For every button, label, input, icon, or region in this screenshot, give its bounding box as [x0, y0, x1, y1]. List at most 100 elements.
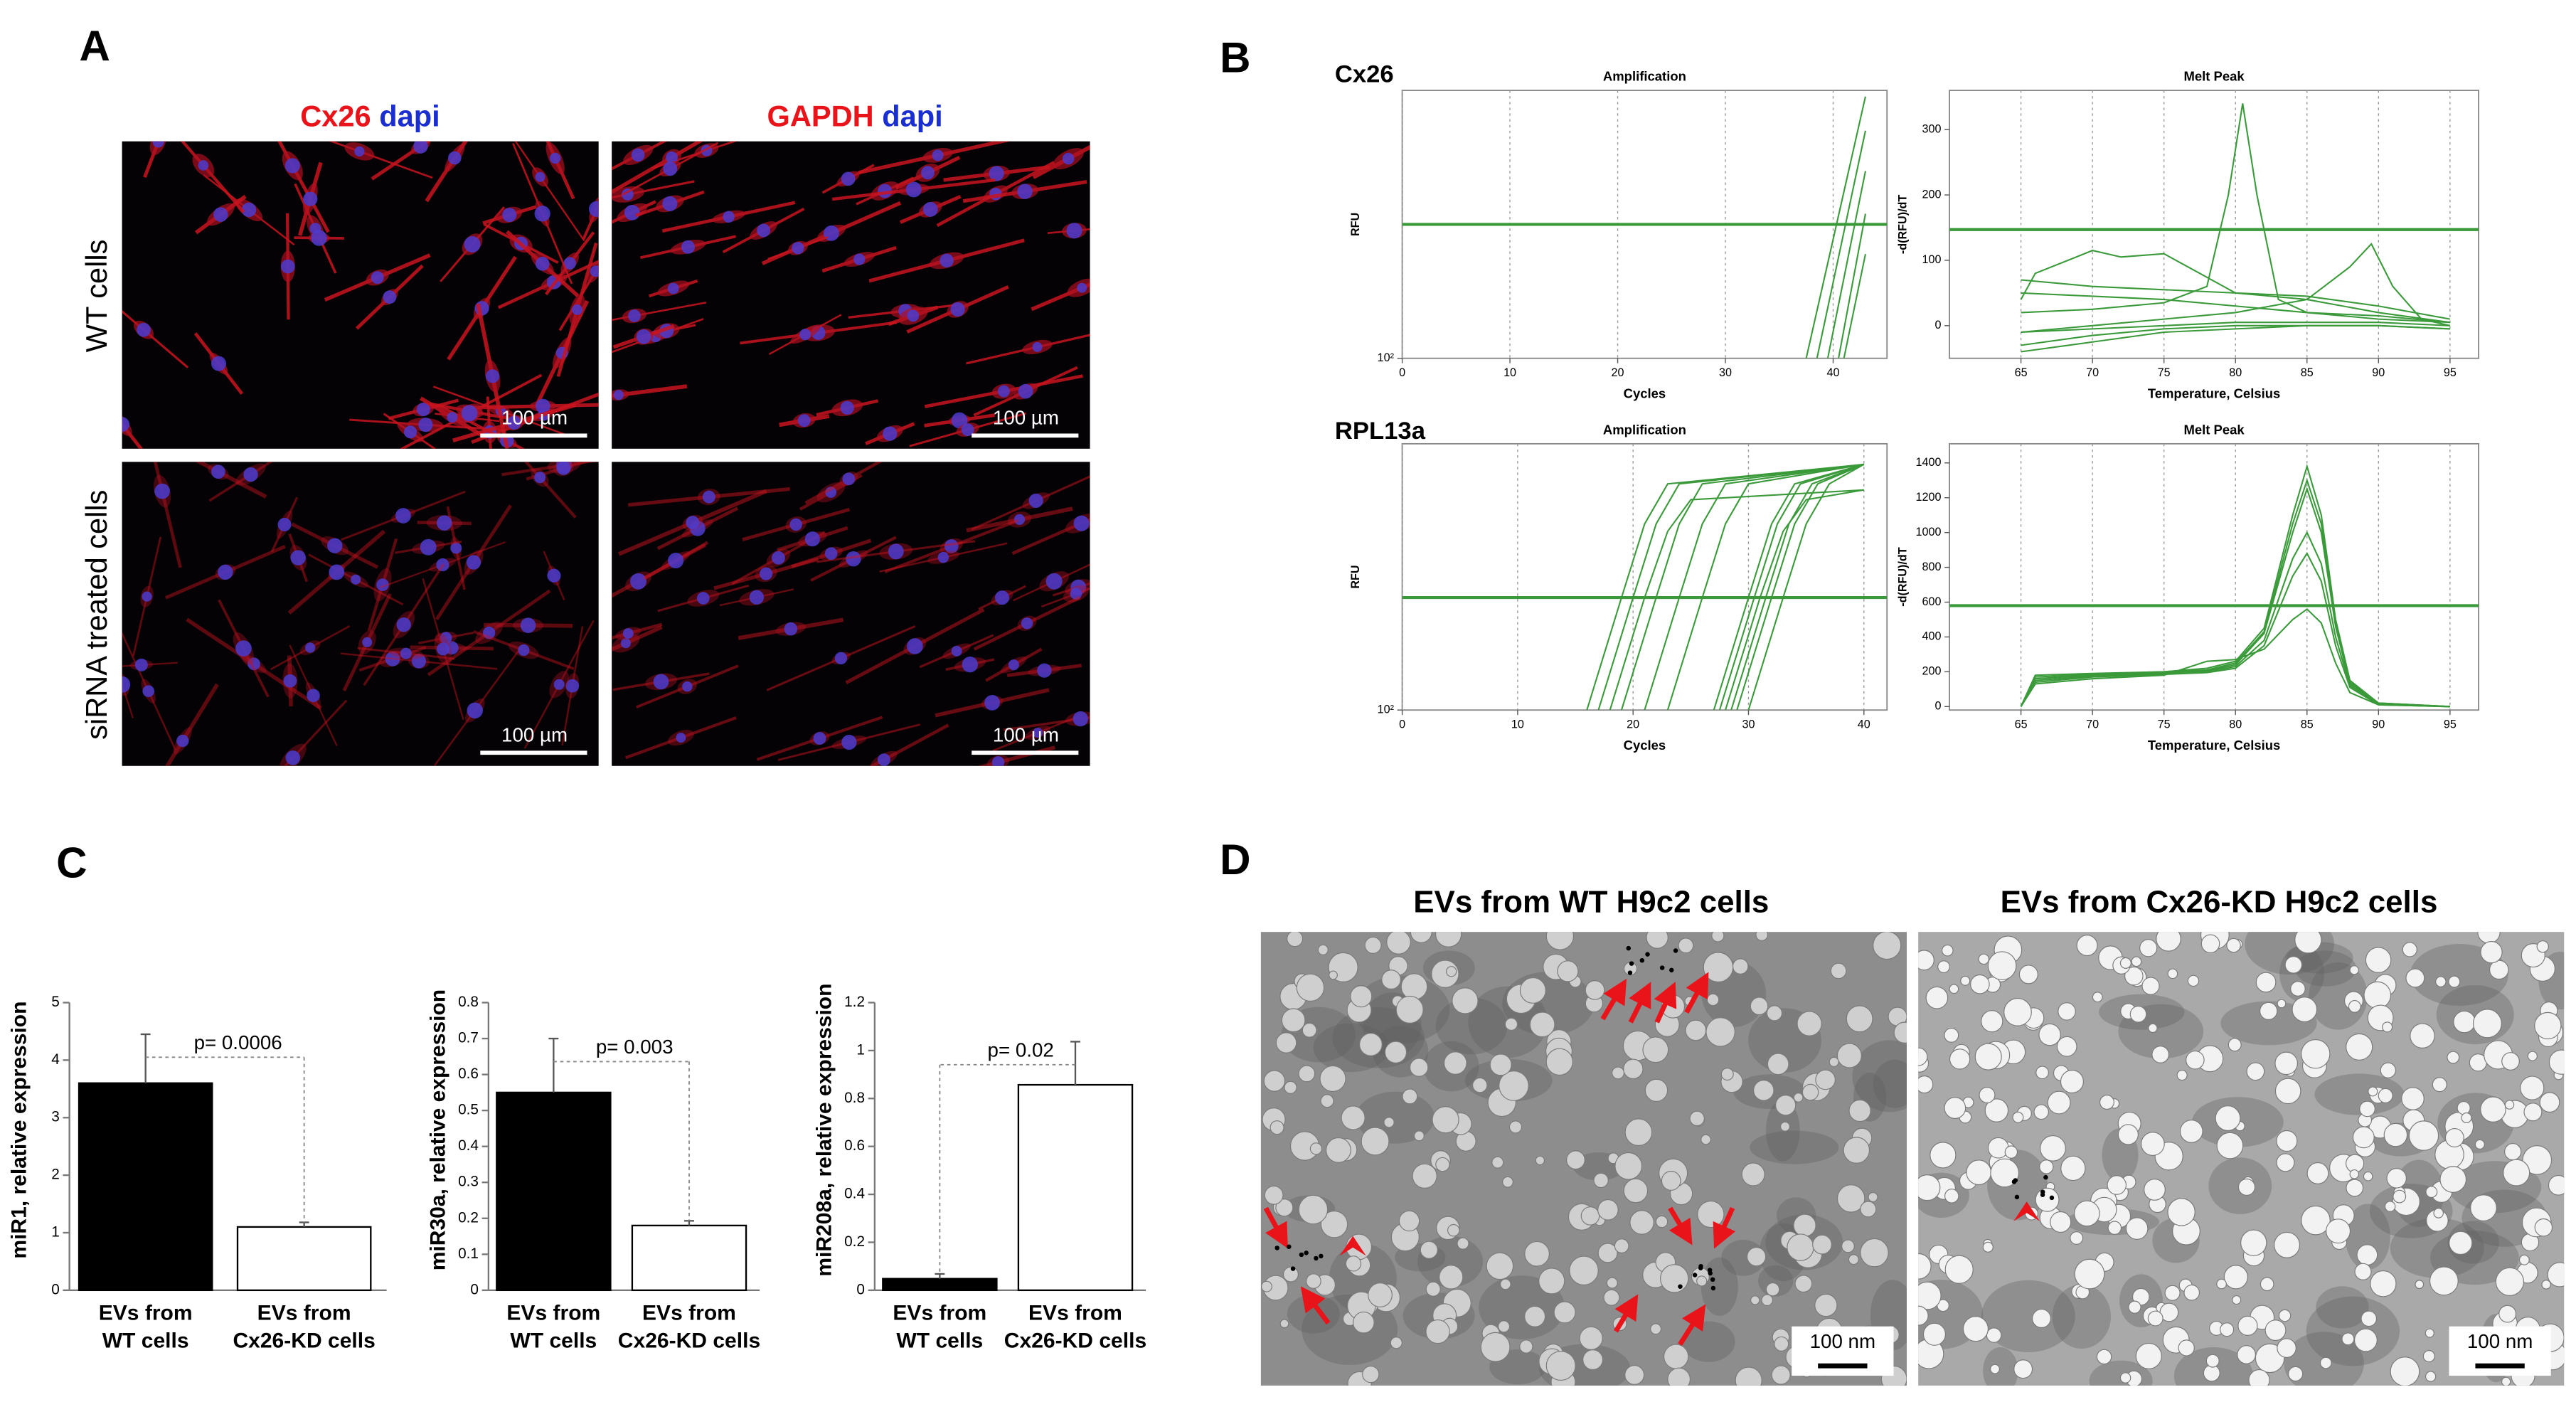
vesicle — [2495, 1267, 2525, 1297]
vesicle — [2047, 1090, 2071, 1115]
x-tick-label: EVs from Cx26-KD cells — [617, 1300, 761, 1353]
y-tick-label: 0 — [1934, 319, 1941, 331]
nucleus — [464, 235, 481, 253]
nucleus — [502, 208, 517, 223]
vesicle — [1918, 1253, 1932, 1280]
vesicle — [1359, 1032, 1383, 1056]
vesicle — [2294, 932, 2322, 954]
y-tick-label: 0 — [856, 1281, 865, 1297]
vesicle — [2179, 1120, 2203, 1143]
vesicle — [2216, 1278, 2227, 1290]
x-tick-label: 0 — [1399, 718, 1405, 731]
vesicle — [1986, 1327, 2002, 1343]
vesicle — [2151, 1046, 2170, 1063]
nucleus — [418, 418, 433, 432]
vesicle — [2453, 1010, 2476, 1034]
y-tick-label: 100 — [1922, 253, 1942, 266]
vesicle — [2131, 956, 2142, 967]
vesicle — [2425, 1371, 2437, 1382]
gold-particle — [2013, 1178, 2018, 1183]
nucleus — [834, 652, 848, 665]
em-image: 100 nm — [1918, 932, 2565, 1386]
vesicle — [1860, 1238, 1889, 1268]
vesicle — [2489, 960, 2509, 980]
nucleus — [950, 302, 965, 317]
gold-particle — [1314, 1255, 1319, 1261]
nucleus — [396, 617, 411, 632]
category-label: EVs from WT cells — [893, 1300, 986, 1353]
nucleus — [883, 426, 898, 441]
vesicle — [1499, 1071, 1529, 1101]
nucleus — [536, 398, 550, 414]
vesicle — [1384, 1041, 1407, 1063]
gold-particle — [2049, 1195, 2055, 1201]
vesicle — [2384, 1201, 2396, 1212]
vesicle — [1848, 1099, 1871, 1122]
nucleus — [853, 253, 866, 265]
vesicle — [1848, 1254, 1859, 1265]
vesicle — [2480, 1096, 2506, 1122]
vesicle — [1320, 1094, 1334, 1108]
vesicle — [2477, 932, 2501, 944]
vesicle — [1593, 1172, 1609, 1189]
nucleus — [636, 329, 651, 344]
vesicle — [2292, 997, 2318, 1022]
scale-bar-label: 100 nm — [1810, 1330, 1875, 1352]
x-tick-label: 40 — [1858, 718, 1870, 731]
vesicle — [2074, 1200, 2100, 1227]
vesicle — [2504, 1143, 2522, 1161]
x-tick-label: 70 — [2086, 366, 2099, 379]
y-axis-label: -d(RFU)/dT — [1897, 547, 1910, 607]
vesicle — [1918, 1305, 1929, 1326]
nucleus — [122, 417, 130, 432]
vesicle — [2277, 999, 2287, 1009]
vesicle — [2164, 1285, 2181, 1301]
vesicle — [2186, 1050, 2205, 1070]
y-axis-label: -d(RFU)/dT — [1897, 195, 1910, 255]
nucleus — [383, 290, 397, 304]
x-tick-label: 20 — [1612, 366, 1624, 379]
bar — [78, 1082, 213, 1292]
vesicle — [2176, 1069, 2188, 1081]
bar — [236, 1226, 372, 1292]
vesicle — [1949, 1048, 1971, 1070]
nucleus — [134, 658, 148, 671]
x-tick-label: 65 — [2015, 366, 2028, 379]
vesicle — [2135, 1342, 2162, 1369]
gold-particle — [1645, 952, 1650, 957]
y-tick-label: 0.1 — [458, 1246, 479, 1262]
curves — [1402, 96, 1888, 359]
vesicle — [2498, 1305, 2517, 1323]
vesicle — [1275, 1199, 1294, 1217]
nucleus — [152, 141, 164, 148]
curve — [1736, 463, 1865, 711]
nucleus — [277, 517, 292, 532]
vesicle — [1582, 1349, 1604, 1371]
vesicle — [2274, 1051, 2298, 1076]
vesicle — [1703, 952, 1734, 982]
vesicle — [1949, 984, 1959, 994]
vesicle — [2147, 1310, 2163, 1327]
y-tick-label: 5 — [51, 994, 60, 1010]
vesicle — [2274, 1231, 2301, 1258]
stain: GAPDH — [767, 99, 874, 132]
curves — [1949, 103, 2479, 353]
nucleus — [622, 188, 634, 201]
nucleus — [385, 651, 400, 667]
vesicle — [2232, 1295, 2242, 1305]
nucleus — [450, 542, 462, 554]
nucleus — [176, 734, 189, 748]
vesicle — [1793, 1214, 1816, 1237]
y-tick-label: 300 — [1922, 122, 1942, 135]
nucleus — [962, 657, 978, 673]
vesicle — [2119, 1372, 2131, 1384]
nucleus — [218, 564, 233, 580]
nucleus — [841, 734, 857, 750]
vesicle — [1329, 970, 1338, 980]
vesicle — [2386, 1168, 2407, 1189]
nucleus — [280, 259, 295, 274]
vesicle — [1345, 1255, 1362, 1272]
vesicle — [1930, 1142, 1957, 1169]
